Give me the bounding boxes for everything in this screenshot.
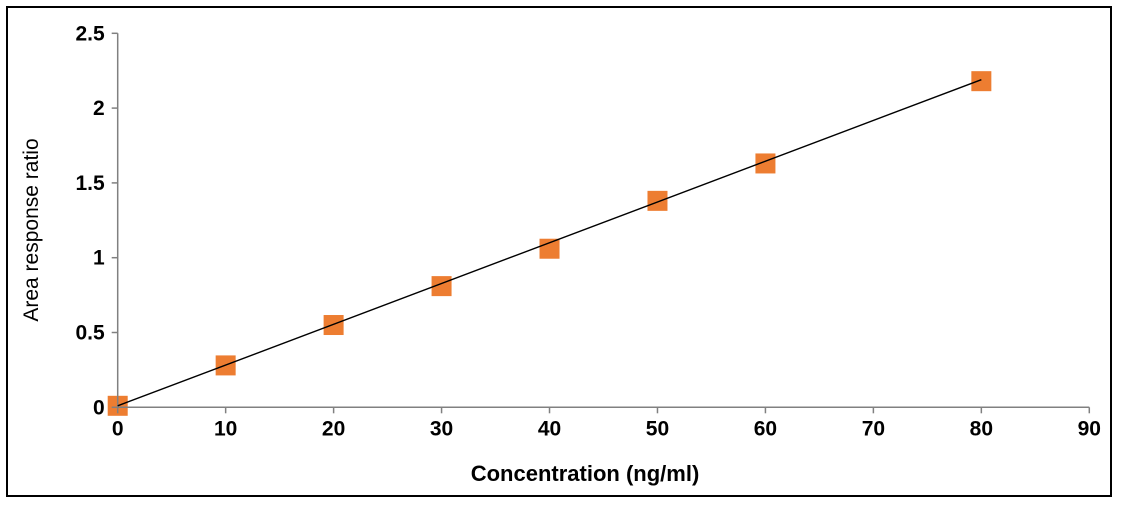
- y-axis-tick-label: 1.5: [75, 172, 105, 195]
- x-axis-title: Concentration (ng/ml): [470, 461, 700, 486]
- x-axis-tick-label: 50: [646, 417, 669, 440]
- x-axis-tick-label: 30: [430, 417, 453, 440]
- y-axis-title: Area response ratio: [20, 138, 43, 322]
- data-point-marker: [647, 190, 668, 211]
- x-axis-tick-label: 90: [1078, 417, 1101, 440]
- x-axis-tick-label: 10: [214, 417, 237, 440]
- y-axis-tick-label: 0.5: [75, 322, 105, 345]
- y-axis-tick-label: 2.5: [75, 22, 105, 45]
- trendline: [117, 79, 982, 407]
- y-axis-tick-label: 2: [93, 97, 105, 120]
- x-axis-tick-label: 60: [754, 417, 777, 440]
- x-axis-tick-label: 70: [862, 417, 885, 440]
- data-point-marker: [539, 238, 560, 259]
- data-point-marker: [755, 153, 776, 174]
- x-axis-tick-label: 80: [970, 417, 993, 440]
- y-axis-tick-label: 0: [93, 396, 105, 419]
- x-axis-tick-label: 0: [112, 417, 124, 440]
- data-point-marker: [971, 71, 992, 92]
- x-axis-tick-label: 20: [322, 417, 345, 440]
- x-axis-tick-label: 40: [538, 417, 561, 440]
- y-axis-tick-label: 1: [93, 247, 105, 270]
